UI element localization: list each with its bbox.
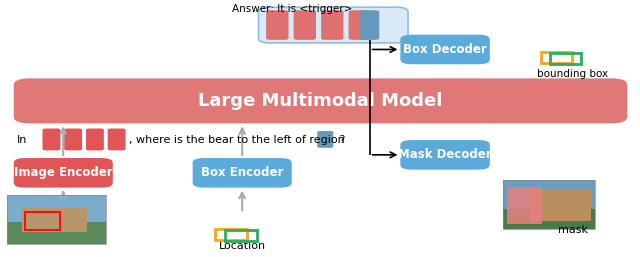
FancyBboxPatch shape (42, 128, 60, 150)
Text: Location: Location (219, 241, 266, 251)
FancyBboxPatch shape (360, 10, 380, 40)
Text: Large Multimodal Model: Large Multimodal Model (198, 92, 443, 110)
FancyBboxPatch shape (321, 10, 344, 40)
Bar (22, 208, 86, 232)
FancyBboxPatch shape (294, 10, 316, 40)
Bar (550, 53, 580, 64)
Text: In: In (17, 135, 28, 145)
Text: Box Decoder: Box Decoder (403, 43, 487, 56)
Bar (502, 209, 595, 229)
Text: Answer: It is <trigger>: Answer: It is <trigger> (232, 4, 352, 14)
FancyBboxPatch shape (401, 35, 490, 64)
Text: mask: mask (558, 225, 588, 235)
FancyBboxPatch shape (259, 7, 408, 43)
Text: Image Encoder: Image Encoder (14, 166, 113, 179)
Text: Box Encoder: Box Encoder (201, 166, 284, 179)
Bar (7, 195, 106, 222)
Text: ?: ? (337, 135, 346, 145)
Bar (531, 190, 591, 221)
FancyBboxPatch shape (317, 131, 333, 148)
FancyBboxPatch shape (13, 78, 627, 123)
Bar (541, 52, 572, 63)
Text: bounding box: bounding box (538, 69, 609, 79)
FancyBboxPatch shape (401, 140, 490, 170)
FancyBboxPatch shape (108, 128, 125, 150)
Bar (7, 195, 106, 244)
Bar (502, 180, 595, 229)
Bar (215, 229, 247, 240)
FancyBboxPatch shape (64, 128, 82, 150)
Bar (7, 222, 106, 244)
Bar (502, 180, 595, 209)
FancyBboxPatch shape (193, 158, 292, 188)
FancyBboxPatch shape (13, 158, 113, 188)
Text: Mask Decoder: Mask Decoder (398, 148, 492, 161)
Bar (508, 187, 543, 224)
FancyBboxPatch shape (86, 128, 104, 150)
FancyBboxPatch shape (266, 10, 289, 40)
Bar (225, 230, 257, 241)
FancyBboxPatch shape (349, 10, 371, 40)
Bar (25, 212, 60, 231)
Text: , where is the bear to the left of region: , where is the bear to the left of regio… (129, 135, 344, 145)
